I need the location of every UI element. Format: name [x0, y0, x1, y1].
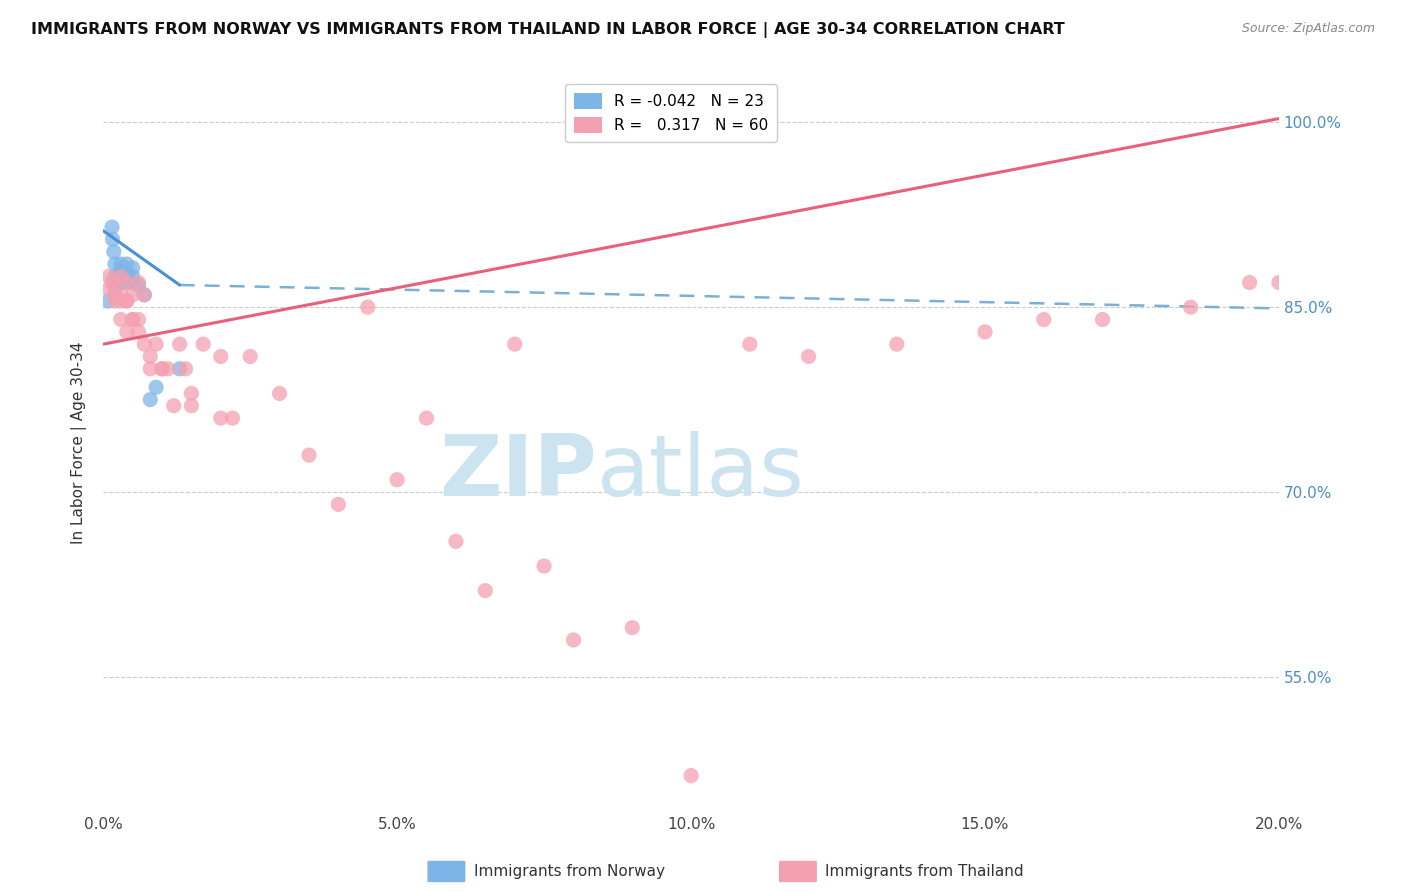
- Point: [101, 276, 124, 290]
- Point: [562, 632, 585, 647]
- Point: [444, 534, 467, 549]
- Point: [115, 266, 138, 280]
- Point: [150, 361, 173, 376]
- Text: IMMIGRANTS FROM NORWAY VS IMMIGRANTS FROM THAILAND IN LABOR FORCE | AGE 30-34 CO: IMMIGRANTS FROM NORWAY VS IMMIGRANTS FRO…: [31, 22, 1064, 38]
- Point: [209, 350, 232, 364]
- Point: [134, 337, 156, 351]
- Point: [1032, 312, 1054, 326]
- Point: [104, 288, 127, 302]
- Point: [139, 350, 162, 364]
- Point: [104, 257, 127, 271]
- Point: [127, 277, 149, 292]
- Point: [110, 269, 132, 284]
- Point: [221, 411, 243, 425]
- Point: [104, 269, 127, 284]
- Point: [139, 361, 162, 376]
- Point: [1091, 312, 1114, 326]
- Point: [97, 293, 120, 308]
- Text: atlas: atlas: [598, 431, 806, 514]
- Point: [98, 282, 121, 296]
- Point: [98, 269, 121, 284]
- Point: [134, 288, 156, 302]
- Point: [503, 337, 526, 351]
- Point: [156, 361, 179, 376]
- Point: [298, 448, 321, 462]
- Point: [886, 337, 908, 351]
- Text: Source: ZipAtlas.com: Source: ZipAtlas.com: [1241, 22, 1375, 36]
- Point: [104, 276, 127, 290]
- Point: [269, 386, 291, 401]
- Point: [115, 293, 138, 308]
- Point: [385, 473, 408, 487]
- Legend: R = -0.042   N = 23, R =   0.317   N = 60: R = -0.042 N = 23, R = 0.317 N = 60: [565, 85, 778, 142]
- Point: [103, 244, 125, 259]
- Point: [1239, 276, 1261, 290]
- Point: [139, 392, 162, 407]
- Y-axis label: In Labor Force | Age 30-34: In Labor Force | Age 30-34: [72, 342, 87, 544]
- Point: [101, 220, 124, 235]
- Point: [121, 269, 143, 284]
- Text: Immigrants from Norway: Immigrants from Norway: [474, 864, 665, 879]
- Point: [621, 621, 644, 635]
- Point: [1180, 300, 1202, 314]
- Point: [169, 361, 191, 376]
- Point: [121, 260, 143, 275]
- Text: Immigrants from Thailand: Immigrants from Thailand: [825, 864, 1024, 879]
- Point: [145, 337, 167, 351]
- Point: [127, 325, 149, 339]
- Point: [209, 411, 232, 425]
- Point: [169, 337, 191, 351]
- Point: [681, 768, 703, 782]
- Point: [121, 312, 143, 326]
- Point: [121, 276, 143, 290]
- Point: [110, 288, 132, 302]
- Point: [145, 380, 167, 394]
- Point: [127, 276, 149, 290]
- Point: [101, 232, 124, 246]
- Point: [110, 263, 132, 277]
- Point: [115, 293, 138, 308]
- Point: [797, 350, 820, 364]
- Point: [121, 288, 143, 302]
- Point: [357, 300, 380, 314]
- Point: [115, 276, 138, 290]
- Point: [533, 559, 555, 574]
- Point: [115, 257, 138, 271]
- Point: [738, 337, 761, 351]
- Point: [180, 399, 202, 413]
- Point: [115, 325, 138, 339]
- Point: [415, 411, 437, 425]
- Point: [163, 399, 186, 413]
- Point: [121, 312, 143, 326]
- Point: [474, 583, 496, 598]
- Point: [191, 337, 214, 351]
- Point: [110, 276, 132, 290]
- Point: [239, 350, 262, 364]
- Point: [104, 282, 127, 296]
- Point: [150, 361, 173, 376]
- Point: [180, 386, 202, 401]
- Point: [107, 269, 129, 284]
- Point: [110, 293, 132, 308]
- Point: [127, 312, 149, 326]
- Point: [174, 361, 197, 376]
- Point: [110, 312, 132, 326]
- Point: [1268, 276, 1291, 290]
- Point: [134, 288, 156, 302]
- Point: [115, 276, 138, 290]
- Point: [110, 269, 132, 284]
- Text: ZIP: ZIP: [439, 431, 598, 514]
- Point: [974, 325, 997, 339]
- Point: [328, 497, 350, 511]
- Point: [104, 293, 127, 308]
- Point: [110, 257, 132, 271]
